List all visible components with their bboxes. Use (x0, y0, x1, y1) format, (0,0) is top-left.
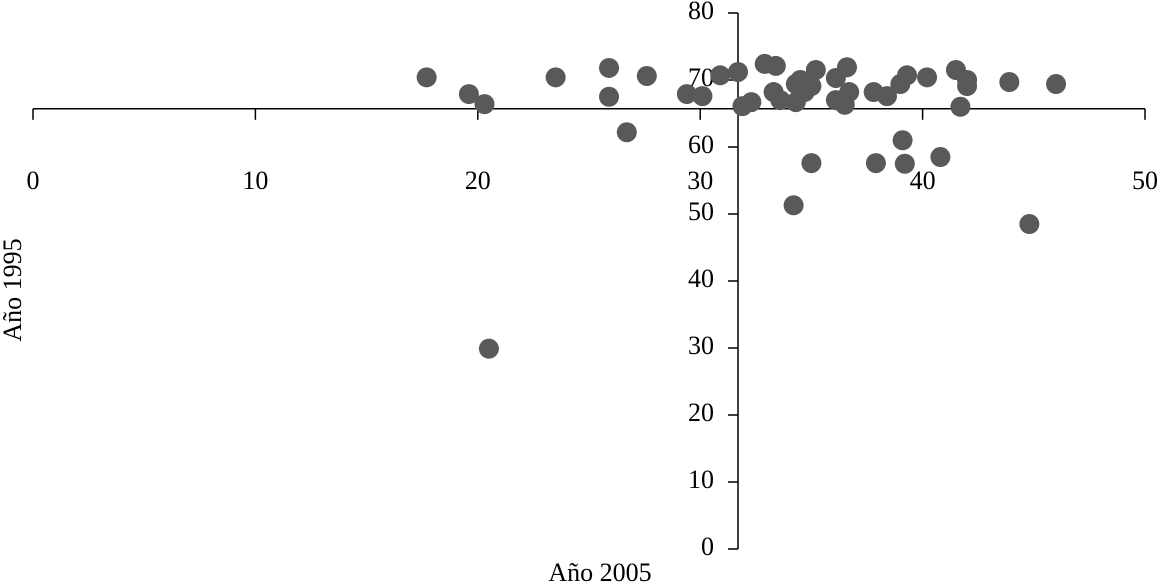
point (636, 65, 657, 86)
x-tick-label: 20 (465, 166, 491, 195)
point (865, 153, 886, 174)
point (801, 153, 822, 174)
point (950, 96, 971, 117)
point (999, 72, 1020, 93)
y-tick-label: 50 (688, 197, 714, 226)
x-tick-label: 10 (242, 166, 268, 195)
point (836, 57, 857, 78)
point (839, 82, 860, 103)
point (897, 65, 918, 86)
point (805, 59, 826, 80)
y-axis-label: Año 1995 (0, 238, 27, 341)
x-tick-label: 0 (27, 166, 40, 195)
y-tick-label: 60 (688, 130, 714, 159)
point (770, 90, 791, 111)
point (741, 92, 762, 113)
point (416, 67, 437, 88)
point (728, 61, 749, 82)
y-tick-label: 30 (688, 331, 714, 360)
x-tick-label: 40 (910, 166, 936, 195)
point (710, 65, 731, 86)
point (930, 147, 951, 168)
point (599, 86, 620, 107)
x-tick-label: 50 (1132, 166, 1158, 195)
point (783, 195, 804, 216)
point (892, 130, 913, 151)
point (801, 76, 822, 97)
y-tick-label: 20 (688, 398, 714, 427)
point (545, 67, 566, 88)
y-tick-label: 10 (688, 465, 714, 494)
point (894, 153, 915, 174)
point (877, 86, 898, 107)
point (1046, 74, 1067, 95)
point (599, 57, 620, 78)
y-tick-label: 40 (688, 264, 714, 293)
x-tick-label: 30 (687, 166, 713, 195)
point (917, 67, 938, 88)
point (957, 76, 978, 97)
point (616, 122, 637, 143)
point (474, 94, 495, 115)
point (692, 86, 713, 107)
point (1019, 214, 1040, 235)
y-tick-label: 0 (701, 532, 714, 561)
point (676, 84, 697, 105)
point (478, 338, 499, 359)
y-tick-label: 80 (688, 0, 714, 25)
x-axis-label: Año 2005 (548, 558, 651, 587)
point (458, 84, 479, 105)
point (765, 55, 786, 76)
